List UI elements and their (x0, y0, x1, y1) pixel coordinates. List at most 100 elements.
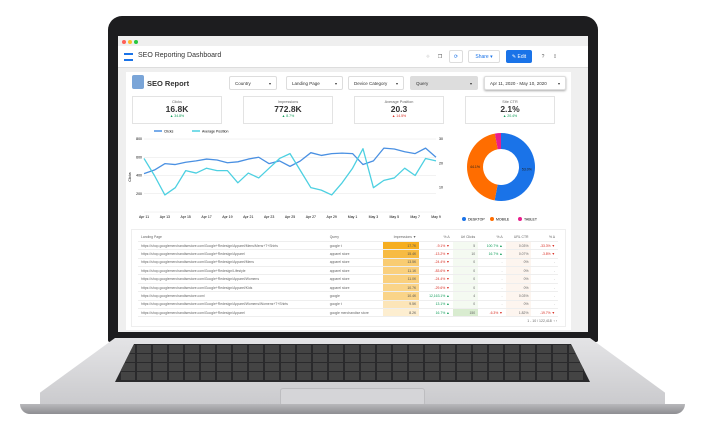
table-row[interactable]: https://shop.googlemerchandisestore.com/… (138, 283, 558, 293)
x-tick-label: Apr 25 (285, 215, 295, 219)
query-filter[interactable]: Query ▾ (410, 76, 478, 90)
table-cell: 9.5K (383, 300, 420, 310)
clicks-position-line-chart: 200 400 600 800 10 20 30 Apr 11 Apr 13 Apr 15 Apr … (128, 130, 443, 220)
keyboard (115, 344, 590, 382)
prev-page-button[interactable]: ‹ (553, 319, 555, 323)
y2-tick-label: 10 (439, 186, 443, 190)
table-cell: 0% (505, 258, 532, 268)
legend-label[interactable]: MOBILE (496, 218, 510, 222)
column-header[interactable]: % Δ (531, 233, 558, 242)
table-cell: 17.7K (383, 241, 420, 251)
pagination-label: 1 - 10 / 122,418 (527, 319, 552, 323)
table-cell: - (531, 274, 558, 284)
legend-label[interactable]: TABLET (524, 218, 538, 222)
x-tick-label: May 5 (390, 215, 400, 219)
copy-icon[interactable]: ❐ (437, 53, 443, 60)
help-icon[interactable]: ? (541, 53, 545, 60)
table-cell: https://shop.googlemerchandisestore.com/… (138, 283, 327, 293)
table-cell: https://shop.googlemerchandisestore.com/… (138, 266, 327, 276)
legend-swatch (518, 217, 522, 221)
table-row[interactable]: https://shop.googlemerchandisestore.com/… (138, 291, 558, 301)
table-cell: 0 (452, 300, 479, 310)
table-cell: - (478, 283, 506, 293)
donut-slice-tablet[interactable] (494, 133, 501, 150)
table-cell: 0 (452, 258, 479, 268)
app-header: SEO Reporting Dashboard ⁘ ❐ ⟳ Share ▾ ✎ … (118, 46, 588, 68)
x-tick-label: Apr 15 (181, 215, 191, 219)
table-row[interactable]: https://shop.googlemerchandisestore.com/… (138, 258, 558, 268)
donut-slice-mobile[interactable] (467, 133, 498, 201)
device-donut-chart: 53.0% DESKTOP 44.1% MOBILE TABLET (462, 133, 538, 222)
next-page-button[interactable]: › (555, 319, 557, 323)
table-row[interactable]: https://shop.googlemerchandisestore.com/… (138, 274, 558, 284)
kpi-value: 772.8K (274, 104, 302, 114)
column-header[interactable]: Impressions ▼ (383, 233, 420, 242)
column-header[interactable]: % Δ (478, 233, 506, 242)
kpi-delta: ▲ 8.7% (281, 114, 295, 118)
country-filter[interactable]: Country ▾ (229, 76, 277, 90)
kpi-card: Average Position 20.3 ▲ 14.5% (354, 96, 444, 124)
donut-slice-desktop[interactable] (494, 133, 535, 201)
table-row[interactable]: https://shop.googlemerchandisestore.com/… (138, 308, 558, 318)
table-cell: - (478, 300, 506, 310)
close-window-button[interactable] (122, 40, 126, 44)
report-logo-icon (132, 75, 144, 89)
series-line-clicks (143, 147, 437, 175)
table-cell: - (531, 258, 558, 268)
edit-button[interactable]: ✎ Edit (506, 50, 532, 63)
table-cell: 4 (452, 291, 479, 301)
x-tick-label: May 7 (410, 215, 420, 219)
x-tick-label: Apr 21 (243, 215, 253, 219)
report-canvas: SEO Report Country ▾ Landing Page ▾ Device… (126, 72, 571, 330)
x-tick-label: Apr 29 (327, 215, 337, 219)
table-cell: 0.03% (505, 291, 532, 301)
column-header[interactable]: % Δ (419, 233, 453, 242)
slice-label: 44.1% (470, 165, 480, 169)
legend-swatch (462, 217, 466, 221)
table-cell: 0.03% (505, 241, 532, 251)
table-cell: 0% (505, 300, 532, 310)
table-cell: 10 (452, 249, 479, 259)
x-tick-label: Apr 13 (160, 215, 170, 219)
table-cell: -24.4% ▼ (419, 274, 453, 284)
filter-label: Country (235, 81, 251, 86)
table-cell: - (478, 258, 506, 268)
kpi-card: Site CTR 2.1% ▲ 20.4% (465, 96, 555, 124)
table-cell: 0% (505, 283, 532, 293)
column-header[interactable]: Landing Page (138, 233, 327, 242)
table-row[interactable]: https://shop.googlemerchandisestore.com/… (138, 249, 558, 259)
landing-page-filter[interactable]: Landing Page ▾ (286, 76, 343, 90)
legend-label[interactable]: DESKTOP (468, 218, 485, 222)
column-header[interactable]: Url Clicks (452, 233, 479, 242)
refresh-button[interactable]: ⟳ (449, 50, 463, 63)
date-range-picker[interactable]: Apr 11, 2020 - May 10, 2020 ▾ (484, 76, 566, 90)
device-category-filter[interactable]: Device Category ▾ (348, 76, 404, 90)
table-cell: 0 (452, 283, 479, 293)
column-header[interactable]: Query (326, 233, 384, 242)
slice-label: 53.0% (522, 167, 532, 171)
table-cell: https://shop.googlemerchandisestore.com/… (138, 300, 327, 310)
apps-grid-icon[interactable]: ⁞⁞ (553, 53, 557, 60)
x-tick-label: Apr 27 (306, 215, 316, 219)
table-row[interactable]: https://shop.googlemerchandisestore.com/… (138, 241, 558, 251)
share-button[interactable]: Share ▾ (468, 50, 500, 63)
table-cell: 15.4K (383, 249, 420, 259)
table-cell: google t (326, 241, 384, 251)
legend-label[interactable]: Clicks (164, 130, 174, 134)
legend-label[interactable]: Average Position (202, 130, 228, 134)
column-header[interactable]: URL CTR (505, 233, 532, 242)
x-tick-label: Apr 17 (201, 215, 211, 219)
date-range-label: Apr 11, 2020 - May 10, 2020 (490, 81, 547, 86)
table-cell: 150 (452, 308, 479, 318)
fit-icon[interactable]: ⁘ (425, 53, 431, 60)
table-row[interactable]: https://shop.googlemerchandisestore.com/… (138, 266, 558, 276)
table-row[interactable]: https://shop.googlemerchandisestore.com/… (138, 300, 558, 310)
kpi-value: 2.1% (500, 104, 520, 114)
table-cell: 1.82% (505, 308, 532, 318)
maximize-window-button[interactable] (134, 40, 138, 44)
kpi-delta: ▲ 20.4% (502, 114, 518, 118)
minimize-window-button[interactable] (128, 40, 132, 44)
table-cell: 11.1K (383, 266, 420, 276)
table-cell: https://shop.googlemerchandisestore.com/… (138, 274, 327, 284)
table-cell: - (478, 266, 506, 276)
